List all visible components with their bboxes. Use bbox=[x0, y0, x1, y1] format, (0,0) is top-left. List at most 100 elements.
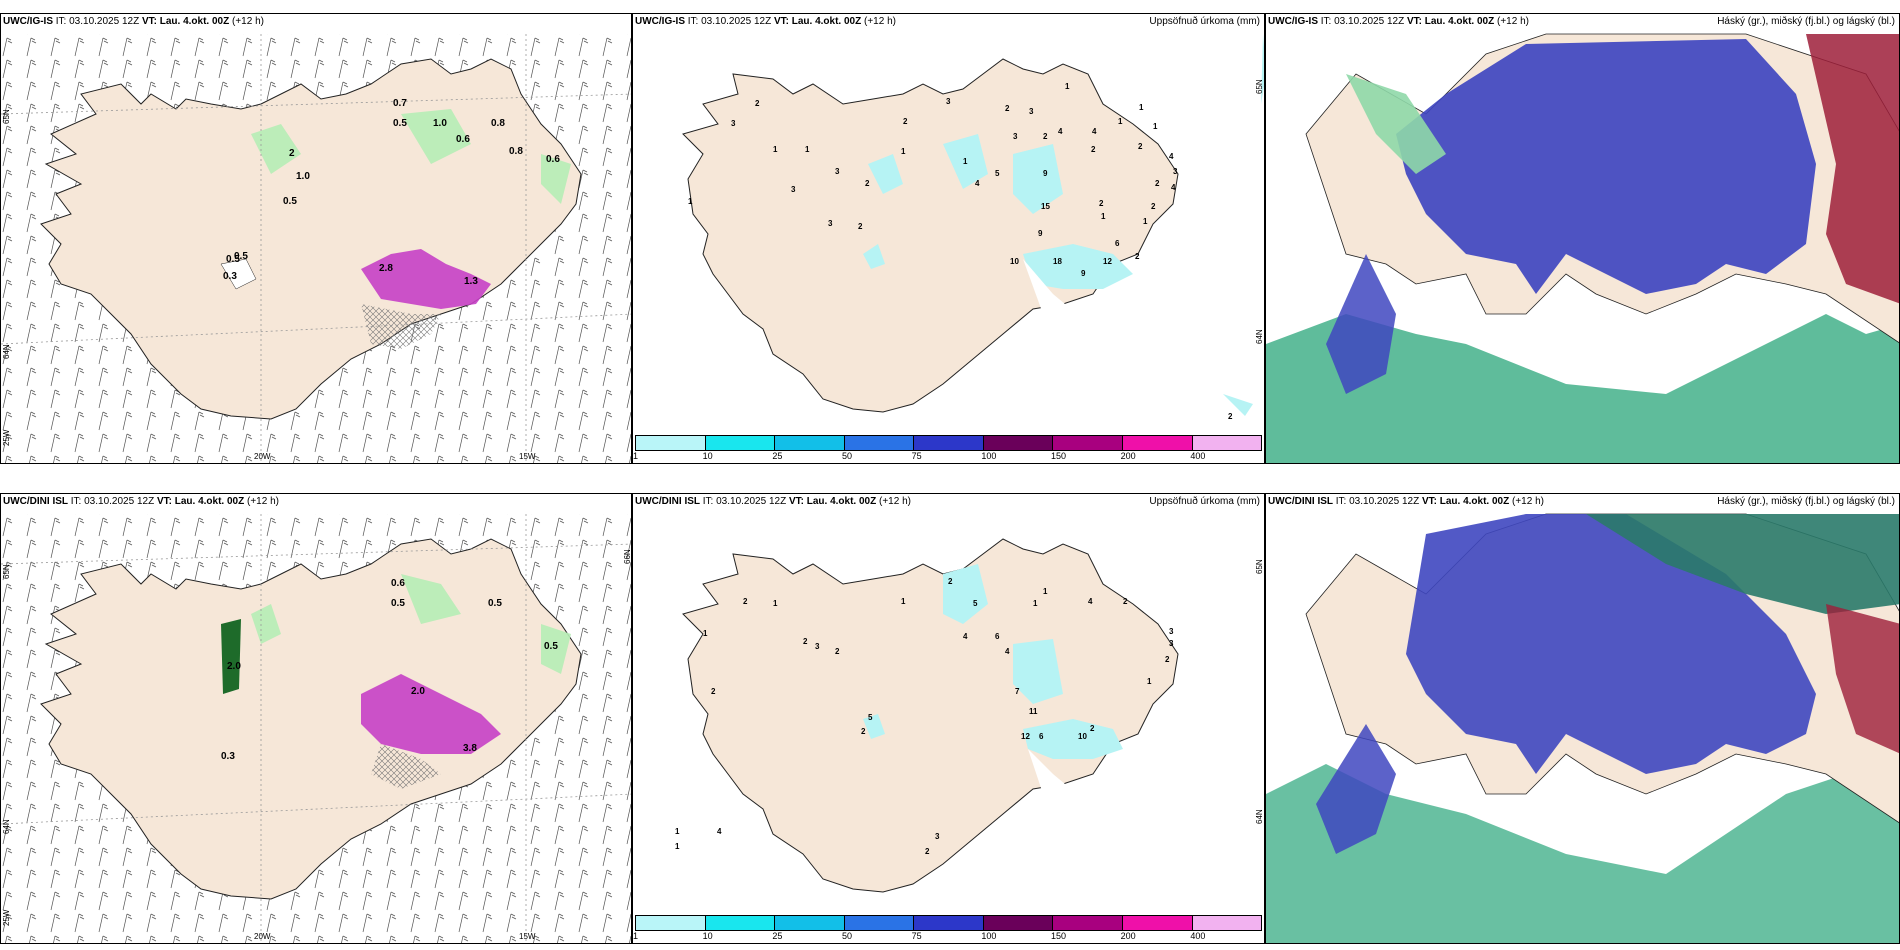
panel-bottom-left: UWC/DINI ISL IT: 03.10.2025 12Z VT: Lau.… bbox=[0, 493, 632, 944]
precip-value: 3 bbox=[1169, 627, 1174, 636]
panel-top-left: UWC/IG-IS IT: 03.10.2025 12Z VT: Lau. 4.… bbox=[0, 13, 632, 464]
colorbar-tick-label: 75 bbox=[911, 931, 922, 941]
map-value: 1.3 bbox=[464, 276, 478, 287]
precip-value: 10 bbox=[1078, 732, 1087, 741]
map-value: 2.0 bbox=[411, 686, 425, 697]
precip-value: 6 bbox=[1115, 239, 1120, 248]
lat-label: 25W bbox=[2, 429, 11, 446]
colorbar-tick-label: 1 bbox=[633, 931, 639, 941]
colorbar-tick-label: 10 bbox=[702, 931, 713, 941]
map-value: 0.5 bbox=[283, 196, 297, 207]
map-value: 0.5 bbox=[488, 598, 502, 609]
colorbar-tick-label: 400 bbox=[1190, 931, 1206, 941]
colorbar-tick-label: 100 bbox=[981, 931, 997, 941]
precip-value: 2 bbox=[835, 647, 840, 656]
map-value: 0.6 bbox=[391, 578, 405, 589]
precip-value: 2 bbox=[925, 847, 930, 856]
precip-value: 2 bbox=[711, 687, 716, 696]
map-value: 1.0 bbox=[296, 171, 310, 182]
precip-value: 4 bbox=[1169, 152, 1174, 161]
precip-value: 4 bbox=[1088, 597, 1093, 606]
map-value: 0.5 bbox=[393, 118, 407, 129]
precip-value: 1 bbox=[1139, 103, 1144, 112]
precip-value: 2 bbox=[865, 179, 870, 188]
precip-value: 2 bbox=[743, 597, 748, 606]
map-value: 0.6 bbox=[456, 134, 470, 145]
precip-value: 6 bbox=[995, 632, 1000, 641]
colorbar-segment bbox=[1122, 436, 1193, 450]
precip-value: 2 bbox=[1091, 145, 1096, 154]
panel-title: UWC/DINI ISL IT: 03.10.2025 12Z VT: Lau.… bbox=[635, 496, 911, 507]
precip-value: 4 bbox=[717, 827, 722, 836]
colorbar-segment bbox=[914, 436, 984, 450]
precip-value: 1 bbox=[1043, 587, 1048, 596]
precip-value: 10 bbox=[1010, 257, 1019, 266]
colorbar-tick-label: 25 bbox=[772, 931, 783, 941]
lon-label: 15W bbox=[519, 932, 536, 941]
lat-label: 64N bbox=[1255, 329, 1264, 344]
precip-value: 6 bbox=[1039, 732, 1044, 741]
precip-value: 1 bbox=[1033, 599, 1038, 608]
precip-value: 2 bbox=[1228, 412, 1233, 421]
lat-label: 65N bbox=[1255, 79, 1264, 94]
colorbar-tick-label: 50 bbox=[842, 451, 853, 461]
precip-colorbar bbox=[635, 915, 1262, 931]
precip-value: 2 bbox=[1005, 104, 1010, 113]
precip-value: 2 bbox=[1151, 202, 1156, 211]
precip-value: 2 bbox=[903, 117, 908, 126]
precip-value: 1 bbox=[773, 599, 778, 608]
precip-value: 4 bbox=[975, 179, 980, 188]
lat-label: 64N bbox=[1255, 809, 1264, 824]
precip-value: 3 bbox=[731, 119, 736, 128]
precip-value: 3 bbox=[828, 219, 833, 228]
precip-value: 1 bbox=[703, 629, 708, 638]
precip-value: 12 bbox=[1021, 732, 1030, 741]
precip-value: 1 bbox=[675, 842, 680, 851]
map-value: 0.8 bbox=[509, 146, 523, 157]
precip-value: 3 bbox=[1013, 132, 1018, 141]
lat-label: 66N bbox=[623, 549, 632, 564]
colorbar-tick-label: 100 bbox=[981, 451, 997, 461]
colorbar-tick-label: 1 bbox=[633, 451, 639, 461]
colorbar-segment bbox=[705, 436, 776, 450]
lat-label: 65N bbox=[2, 109, 11, 124]
precip-value: 11 bbox=[1029, 707, 1038, 716]
precip-value: 3 bbox=[946, 97, 951, 106]
precip-value: 5 bbox=[995, 169, 1000, 178]
panel-subtitle: Háský (gr.), miðský (fj.bl.) og lágský (… bbox=[1717, 16, 1895, 27]
precip-value: 4 bbox=[1171, 183, 1176, 192]
precip-value: 3 bbox=[815, 642, 820, 651]
precip-value: 15 bbox=[1041, 202, 1050, 211]
colorbar-segment bbox=[1053, 436, 1123, 450]
panel-title: UWC/DINI ISL IT: 03.10.2025 12Z VT: Lau.… bbox=[1268, 496, 1544, 507]
precip-map: 2 1 2 1 2 3 2 1 2 4 5 6 4 7 11 12 6 10 2… bbox=[675, 538, 1179, 893]
precip-value: 3 bbox=[791, 185, 796, 194]
precip-value: 1 bbox=[675, 827, 680, 836]
lat-label: 64N bbox=[2, 344, 11, 359]
precip-value: 1 bbox=[1143, 217, 1148, 226]
precip-value: 18 bbox=[1053, 257, 1062, 266]
precip-value: 2 bbox=[1165, 655, 1170, 664]
precip-value: 4 bbox=[963, 632, 968, 641]
precip-value: 2 bbox=[803, 637, 808, 646]
colorbar-tick-label: 200 bbox=[1120, 451, 1136, 461]
colorbar-segment bbox=[775, 436, 845, 450]
precip-value: 1 bbox=[1065, 82, 1070, 91]
colorbar-segment bbox=[914, 916, 984, 930]
map-value: 3.8 bbox=[463, 743, 477, 754]
panel-top-right: UWC/IG-IS IT: 03.10.2025 12Z VT: Lau. 4.… bbox=[1265, 13, 1900, 464]
lon-label: 20W bbox=[254, 932, 271, 941]
panel-title: UWC/IG-IS IT: 03.10.2025 12Z VT: Lau. 4.… bbox=[635, 16, 896, 27]
precip-value: 2 bbox=[1099, 199, 1104, 208]
colorbar-segment bbox=[1122, 916, 1193, 930]
panel-top-middle: UWC/IG-IS IT: 03.10.2025 12Z VT: Lau. 4.… bbox=[632, 13, 1265, 464]
map-value: 0.5 bbox=[544, 641, 558, 652]
map-value: 2.0 bbox=[227, 661, 241, 672]
precip-value: 1 bbox=[688, 197, 693, 206]
precip-value: 3 bbox=[1029, 107, 1034, 116]
precip-value: 2 bbox=[948, 577, 953, 586]
precip-value: 9 bbox=[1043, 169, 1048, 178]
panel-bottom-right: UWC/DINI ISL IT: 03.10.2025 12Z VT: Lau.… bbox=[1265, 493, 1900, 944]
colorbar-segment bbox=[844, 916, 915, 930]
colorbar-tick-label: 25 bbox=[772, 451, 783, 461]
